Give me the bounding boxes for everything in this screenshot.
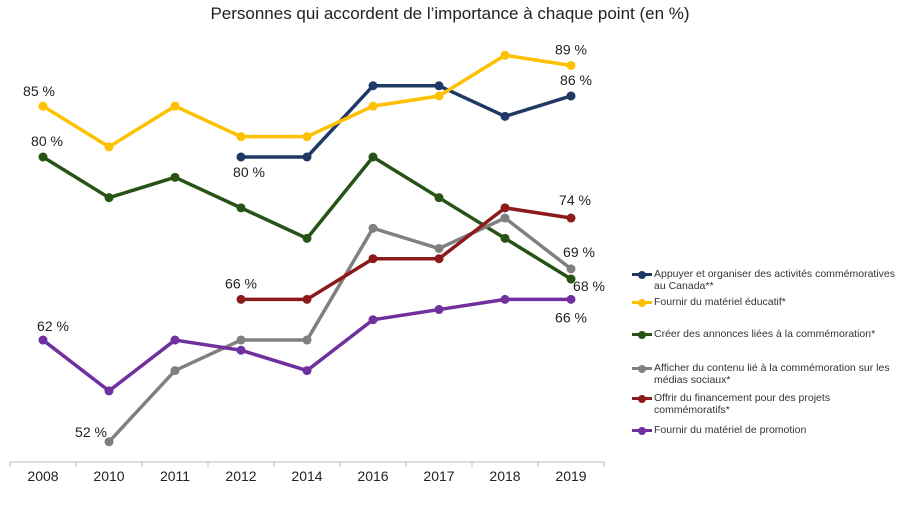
data-point: [302, 152, 312, 162]
data-point: [434, 81, 444, 91]
x-tick-label: 2011: [160, 468, 190, 484]
data-point: [566, 294, 576, 304]
data-point: [500, 294, 510, 304]
data-point: [170, 101, 180, 111]
data-label: 80 %: [31, 133, 63, 149]
data-point: [368, 254, 378, 264]
data-point: [104, 193, 114, 203]
data-label: 86 %: [560, 72, 592, 88]
legend-swatch: [632, 330, 652, 339]
legend-label: Fournir du matériel éducatif*: [654, 296, 786, 308]
legend-item: Appuyer et organiser des activités commé…: [632, 268, 897, 292]
x-tick-label: 2019: [555, 468, 586, 484]
series-line: [107, 216, 573, 443]
x-tick-label: 2017: [423, 468, 454, 484]
legend-item: Créer des annonces liées à la commémorat…: [632, 328, 897, 340]
data-point: [368, 152, 378, 162]
data-point: [302, 366, 312, 376]
data-label: 66 %: [225, 275, 257, 291]
data-point: [500, 233, 510, 243]
data-point: [38, 152, 48, 162]
legend-swatch: [632, 270, 652, 279]
data-point: [566, 213, 576, 223]
data-point: [500, 50, 510, 60]
data-point: [302, 233, 312, 243]
legend-label: Appuyer et organiser des activités commé…: [654, 268, 896, 292]
data-label: 89 %: [555, 41, 587, 57]
legend-swatch: [632, 426, 652, 435]
data-point: [302, 294, 312, 304]
data-point: [38, 101, 48, 111]
data-point: [368, 81, 378, 91]
data-point: [566, 91, 576, 101]
data-point: [236, 132, 246, 142]
data-point: [434, 193, 444, 203]
data-point: [368, 315, 378, 325]
data-point: [566, 264, 576, 274]
series-line: [241, 206, 572, 302]
data-point: [434, 244, 444, 254]
legend-label: Afficher du contenu lié à la commémorati…: [654, 362, 890, 386]
data-label: 74 %: [559, 192, 591, 208]
data-point: [500, 213, 510, 223]
data-point: [434, 254, 444, 264]
data-label: 62 %: [37, 318, 69, 334]
data-point: [170, 172, 180, 182]
data-label: 68 %: [573, 278, 605, 294]
data-point: [566, 274, 576, 284]
x-tick-label: 2016: [357, 468, 388, 484]
chart-title: Personnes qui accordent de l’importance …: [210, 4, 690, 23]
legend-label: Offrir du financement pour des projets c…: [654, 392, 831, 416]
x-tick-label: 2008: [27, 468, 58, 484]
series-line: [41, 297, 571, 393]
legend-swatch: [632, 298, 652, 307]
data-point: [566, 60, 576, 70]
data-label: 80 %: [233, 164, 265, 180]
data-point: [236, 152, 246, 162]
x-tick-label: 2010: [93, 468, 124, 484]
data-point: [368, 223, 378, 233]
data-point: [434, 91, 444, 101]
legend-item: Afficher du contenu lié à la commémorati…: [632, 362, 897, 386]
data-point: [170, 335, 180, 345]
legend-swatch: [632, 394, 652, 403]
data-point: [368, 101, 378, 111]
data-point: [104, 142, 114, 152]
data-label: 69 %: [563, 244, 595, 260]
x-tick-label: 2012: [225, 468, 256, 484]
legend-swatch: [632, 364, 652, 373]
legend-item: Fournir du matériel éducatif*: [632, 296, 897, 308]
data-point: [500, 111, 510, 121]
legend: Appuyer et organiser des activités commé…: [632, 268, 897, 436]
data-point: [302, 335, 312, 345]
data-point: [170, 366, 180, 376]
legend-label: Créer des annonces liées à la commémorat…: [654, 328, 876, 340]
data-label: 52 %: [75, 424, 107, 440]
data-point: [500, 203, 510, 213]
legend-item: Fournir du matériel de promotion: [632, 424, 897, 436]
data-point: [104, 437, 114, 447]
data-label: 85 %: [23, 83, 55, 99]
series-line: [241, 84, 572, 159]
data-point: [236, 335, 246, 345]
legend-label: Fournir du matériel de promotion: [654, 424, 807, 436]
data-point: [236, 203, 246, 213]
legend-item: Offrir du financement pour des projets c…: [632, 392, 897, 416]
x-tick-label: 2014: [291, 468, 322, 484]
data-point: [236, 294, 246, 304]
x-tick-label: 2018: [489, 468, 520, 484]
data-point: [434, 305, 444, 315]
data-label: 66 %: [555, 309, 587, 325]
data-point: [104, 386, 114, 396]
data-point: [236, 345, 246, 355]
data-point: [302, 132, 312, 142]
data-point: [38, 335, 48, 345]
